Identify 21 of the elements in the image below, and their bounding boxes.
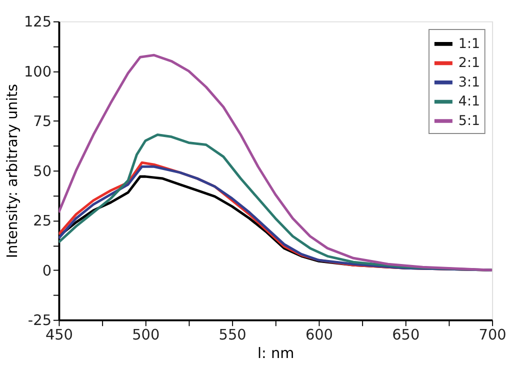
legend-label: 2:1 xyxy=(458,55,480,72)
x-tick-label: 650 xyxy=(392,328,420,344)
legend-label: 3:1 xyxy=(458,74,480,90)
y-tick-label: 75 xyxy=(33,114,52,130)
x-tick-label: 500 xyxy=(132,328,160,344)
legend-label: 4:1 xyxy=(458,94,480,110)
x-axis-title: l: nm xyxy=(258,346,294,362)
y-tick-label: 125 xyxy=(24,14,52,31)
y-tick-label: 0 xyxy=(42,263,52,280)
y-tick-label: 100 xyxy=(24,64,52,80)
y-axis-title: Intensity: arbitrary units xyxy=(5,84,22,258)
x-tick-label: 550 xyxy=(218,328,246,344)
line-series xyxy=(58,54,492,272)
y-tick-label: -25 xyxy=(28,313,52,330)
legend-label: 5:1 xyxy=(458,112,480,129)
x-tick-label: 450 xyxy=(45,328,74,344)
y-tick-label: 50 xyxy=(33,164,52,180)
x-tick-label: 600 xyxy=(305,328,334,344)
legend-label: 1:1 xyxy=(458,36,480,52)
y-tick-label: 25 xyxy=(33,214,52,230)
x-tick-label: 700 xyxy=(478,328,506,344)
